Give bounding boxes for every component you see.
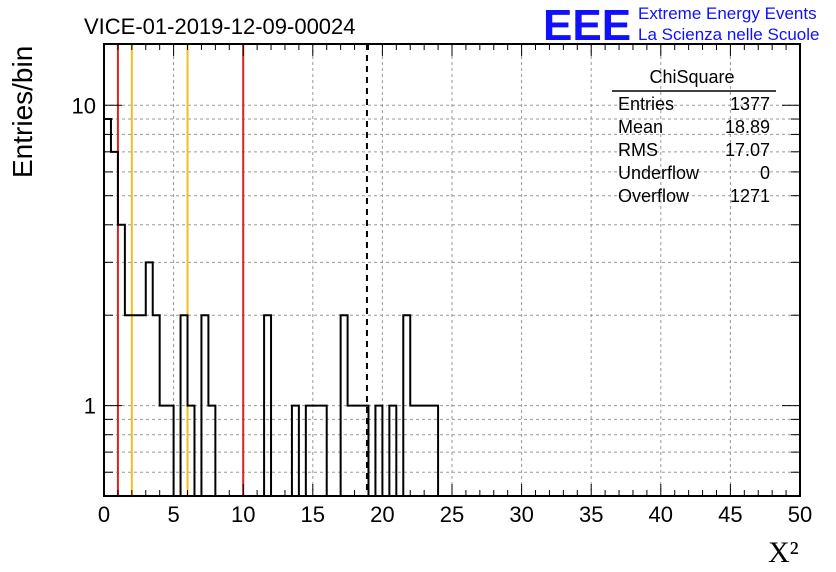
x-tick-label: 5 [167, 502, 179, 527]
y-axis-ticks: 1 10 [72, 93, 800, 473]
logo-line1: Extreme Energy Events [638, 4, 817, 23]
stats-value: 17.07 [725, 140, 770, 160]
x-tick-label: 45 [718, 502, 742, 527]
chart-title: VICE-01-2019-12-09-00024 [84, 14, 356, 39]
x-tick-label: 30 [509, 502, 533, 527]
x-tick-label: 15 [301, 502, 325, 527]
stats-value: 18.89 [725, 117, 770, 137]
x-tick-label: 50 [788, 502, 812, 527]
reference-lines [116, 44, 368, 496]
stats-label: RMS [618, 140, 658, 160]
stats-box: ChiSquare Entries 1377 Mean 18.89 RMS 17.07 Un… [612, 67, 776, 206]
stats-label: Underflow [618, 163, 700, 183]
eee-logo: EEE Extreme Energy Events La Scienza nel… [543, 1, 819, 50]
logo-mark: EEE [543, 1, 631, 50]
stats-label: Overflow [618, 186, 690, 206]
logo-line2: La Scienza nelle Scuole [638, 25, 819, 44]
stats-value: 1271 [730, 186, 770, 206]
stats-value: 0 [760, 163, 770, 183]
y-axis-label: Entries/bin [7, 46, 38, 178]
x-tick-label: 25 [440, 502, 464, 527]
x-tick-label: 10 [231, 502, 255, 527]
stats-value: 1377 [730, 94, 770, 114]
grid [104, 44, 800, 496]
x-tick-label: 0 [98, 502, 110, 527]
stats-label: Mean [618, 117, 663, 137]
x-tick-label: 20 [370, 502, 394, 527]
y-tick-label: 10 [72, 93, 96, 118]
x-tick-label: 40 [649, 502, 673, 527]
x-tick-label: 35 [579, 502, 603, 527]
stats-label: Entries [618, 94, 674, 114]
x-axis-label: X² [768, 536, 799, 569]
x-axis-ticks: 0 5 10 15 20 25 30 35 40 45 50 [98, 44, 812, 527]
y-tick-label: 1 [84, 394, 96, 419]
stats-name: ChiSquare [649, 67, 734, 87]
